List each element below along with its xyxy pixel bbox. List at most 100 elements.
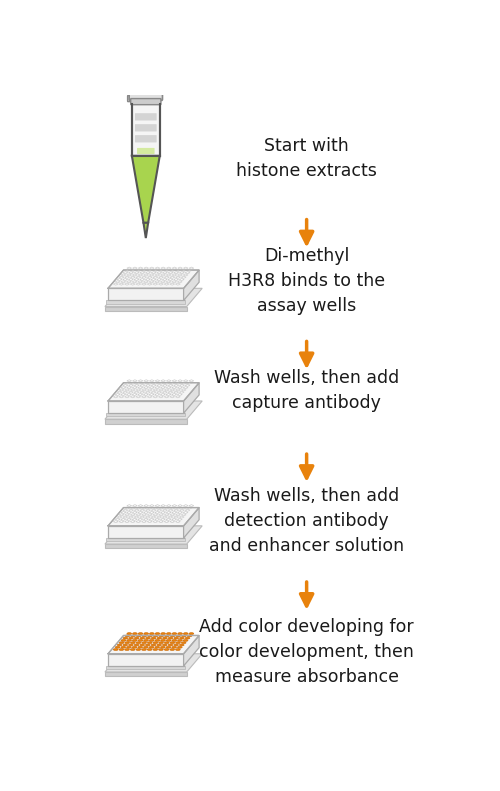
Text: Start with
histone extracts: Start with histone extracts bbox=[236, 138, 377, 180]
Polygon shape bbox=[168, 392, 173, 393]
Polygon shape bbox=[119, 276, 124, 278]
Ellipse shape bbox=[174, 644, 178, 646]
Polygon shape bbox=[134, 509, 139, 511]
Polygon shape bbox=[140, 509, 144, 511]
Polygon shape bbox=[153, 382, 158, 384]
Polygon shape bbox=[176, 283, 180, 285]
Polygon shape bbox=[160, 393, 165, 396]
Polygon shape bbox=[130, 276, 135, 278]
Ellipse shape bbox=[176, 642, 180, 644]
Ellipse shape bbox=[155, 633, 160, 634]
Polygon shape bbox=[136, 270, 141, 271]
Polygon shape bbox=[157, 278, 162, 281]
Polygon shape bbox=[158, 520, 164, 523]
Ellipse shape bbox=[124, 649, 130, 650]
Polygon shape bbox=[157, 509, 162, 511]
Ellipse shape bbox=[114, 649, 118, 650]
Polygon shape bbox=[126, 393, 132, 396]
Polygon shape bbox=[123, 509, 128, 511]
Ellipse shape bbox=[189, 633, 194, 634]
Polygon shape bbox=[136, 382, 141, 384]
Polygon shape bbox=[151, 392, 156, 393]
Polygon shape bbox=[138, 274, 143, 276]
Polygon shape bbox=[119, 396, 124, 398]
Polygon shape bbox=[155, 380, 160, 382]
Ellipse shape bbox=[182, 642, 186, 644]
Polygon shape bbox=[140, 278, 144, 281]
Polygon shape bbox=[138, 387, 143, 388]
Polygon shape bbox=[184, 270, 199, 301]
Ellipse shape bbox=[172, 639, 176, 642]
Polygon shape bbox=[164, 276, 169, 278]
Polygon shape bbox=[128, 509, 134, 511]
Polygon shape bbox=[170, 507, 175, 509]
Polygon shape bbox=[178, 267, 182, 269]
Polygon shape bbox=[130, 389, 135, 391]
Ellipse shape bbox=[155, 639, 160, 642]
Polygon shape bbox=[121, 281, 126, 283]
Ellipse shape bbox=[148, 635, 152, 637]
Ellipse shape bbox=[134, 638, 139, 639]
Polygon shape bbox=[162, 392, 167, 393]
Polygon shape bbox=[124, 520, 130, 523]
Polygon shape bbox=[132, 505, 138, 507]
Polygon shape bbox=[162, 516, 167, 518]
Ellipse shape bbox=[183, 639, 188, 642]
Polygon shape bbox=[149, 281, 154, 283]
Ellipse shape bbox=[149, 646, 154, 648]
Polygon shape bbox=[123, 516, 128, 518]
Polygon shape bbox=[176, 389, 180, 391]
Polygon shape bbox=[172, 267, 177, 269]
Polygon shape bbox=[144, 393, 148, 396]
Polygon shape bbox=[183, 512, 188, 513]
Polygon shape bbox=[105, 672, 186, 676]
Polygon shape bbox=[159, 382, 164, 384]
Polygon shape bbox=[162, 271, 168, 274]
Ellipse shape bbox=[158, 642, 164, 644]
Polygon shape bbox=[155, 518, 160, 520]
Ellipse shape bbox=[174, 638, 178, 639]
Polygon shape bbox=[138, 380, 143, 382]
Ellipse shape bbox=[147, 649, 152, 650]
Polygon shape bbox=[166, 281, 171, 283]
Polygon shape bbox=[105, 419, 186, 423]
Polygon shape bbox=[187, 382, 192, 384]
Polygon shape bbox=[172, 281, 176, 283]
Polygon shape bbox=[119, 514, 124, 516]
Ellipse shape bbox=[136, 642, 141, 644]
Polygon shape bbox=[170, 382, 175, 384]
Ellipse shape bbox=[130, 635, 136, 637]
Polygon shape bbox=[158, 396, 164, 398]
Text: Wash wells, then add
detection antibody
and enhancer solution: Wash wells, then add detection antibody … bbox=[209, 487, 404, 555]
Polygon shape bbox=[138, 393, 142, 396]
Polygon shape bbox=[162, 509, 168, 511]
Ellipse shape bbox=[126, 646, 132, 648]
Polygon shape bbox=[128, 516, 133, 518]
Ellipse shape bbox=[132, 639, 137, 642]
Polygon shape bbox=[180, 384, 184, 386]
Ellipse shape bbox=[119, 642, 124, 644]
Ellipse shape bbox=[161, 633, 166, 634]
Polygon shape bbox=[117, 516, 122, 518]
Polygon shape bbox=[170, 389, 174, 391]
Polygon shape bbox=[136, 520, 140, 523]
Polygon shape bbox=[105, 307, 186, 311]
Polygon shape bbox=[116, 518, 120, 520]
Polygon shape bbox=[149, 518, 154, 520]
Polygon shape bbox=[106, 666, 185, 669]
Ellipse shape bbox=[164, 649, 169, 650]
Polygon shape bbox=[119, 520, 124, 523]
Polygon shape bbox=[126, 512, 132, 513]
Ellipse shape bbox=[121, 639, 126, 642]
Polygon shape bbox=[121, 274, 126, 276]
Ellipse shape bbox=[116, 646, 120, 648]
Ellipse shape bbox=[157, 644, 162, 646]
Polygon shape bbox=[130, 382, 136, 384]
Polygon shape bbox=[166, 393, 171, 396]
Polygon shape bbox=[155, 512, 160, 513]
Polygon shape bbox=[132, 512, 137, 513]
Polygon shape bbox=[132, 104, 160, 156]
Polygon shape bbox=[164, 283, 169, 285]
Ellipse shape bbox=[128, 644, 133, 646]
Polygon shape bbox=[166, 505, 171, 507]
